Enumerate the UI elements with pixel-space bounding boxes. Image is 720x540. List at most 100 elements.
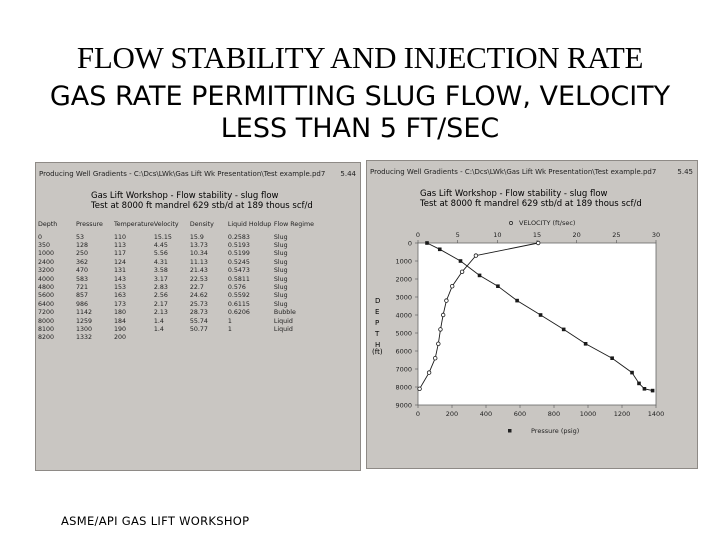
pressure-point [515, 298, 519, 303]
x-tick-label: 0 [416, 410, 420, 418]
table-cell: 21.43 [189, 267, 208, 275]
table-cell: 7200 [38, 309, 55, 317]
table-cell: Slug [273, 242, 288, 250]
table-cell: 470 [76, 267, 89, 275]
table-cell [274, 334, 314, 342]
series-line-pressure [426, 242, 653, 392]
footer-text: ASME/API GAS LIFT WORKSHOP [61, 514, 250, 528]
window-title: Producing Well Gradients - C:\Dcs\LWk\Ga… [370, 168, 657, 176]
page-number: 5.44 [340, 170, 356, 178]
table-cell: Slug [273, 275, 288, 283]
table-cell: 4.31 [153, 258, 168, 266]
y-axis-label-letter: T [375, 330, 380, 338]
table-cell: 0.5592 [227, 292, 250, 300]
table-cell: Slug [273, 300, 288, 308]
velocity-point [473, 253, 479, 258]
page-number: 5.45 [677, 168, 693, 176]
column-header: Density [189, 221, 214, 228]
table-row: 350 128 113 4.45 13.73 0.5193 Slug [38, 241, 314, 249]
table-row: 1000 250 117 5.56 10.34 0.5199 Slug [38, 250, 314, 258]
table-cell: 2400 [38, 258, 55, 266]
chart-test-line: Test at 8000 ft mandrel 629 stb/d at 189… [420, 199, 642, 209]
table-cell: 583 [76, 275, 89, 283]
table-cell: 0.5193 [227, 242, 250, 250]
y-tick-label: 3000 [395, 294, 412, 302]
velocity-point [449, 283, 455, 289]
y-axis-units: (ft) [372, 348, 383, 356]
table-cell: 0.5811 [227, 275, 250, 283]
top-tick-label: 20 [573, 231, 581, 239]
subtitle-line-1: GAS RATE PERMITTING SLUG FLOW, VELOCITY [49, 81, 671, 112]
table-cell: 8100 [38, 325, 55, 333]
table-cell: 131 [114, 267, 127, 275]
y-tick-label: 6000 [395, 348, 412, 356]
top-tick-label: 30 [652, 231, 660, 239]
top-tick-label: 10 [493, 231, 501, 239]
table-row: 6400 986 173 2.17 25.73 0.6115 Slug [38, 300, 314, 308]
table-cell: 53 [76, 233, 85, 241]
table-row: 8100 1300 190 1.4 50.77 1 Liquid [38, 325, 314, 333]
table-row: 2400 362 124 4.31 11.13 0.5245 Slug [38, 258, 314, 266]
pressure-point [650, 388, 655, 393]
table-cell: Liquid [273, 317, 293, 325]
table-cell: 128 [76, 242, 89, 250]
y-axis-label-letter: H [375, 341, 381, 349]
top-axis-label: VELOCITY (ft/sec) [519, 219, 575, 227]
table-cell: 24.62 [189, 292, 208, 300]
x-tick-label: 400 [480, 410, 492, 418]
velocity-point [444, 298, 449, 303]
top-tick-label: 25 [612, 231, 620, 239]
table-cell: Slug [273, 258, 288, 266]
table-cell: 1.4 [153, 325, 164, 333]
x-tick-label: 600 [514, 410, 526, 418]
table-row: 5600 857 163 2.56 24.62 0.5592 Slug [38, 292, 314, 300]
pressure-point [425, 241, 429, 245]
table-cell: 153 [114, 284, 127, 292]
table-cell: 0.6115 [227, 300, 250, 308]
bottom-axis-label: Pressure (psig) [531, 427, 579, 435]
table-cell: 0.2583 [227, 233, 250, 241]
table-cell: 1.4 [153, 317, 164, 325]
table-cell: 113 [114, 242, 127, 250]
y-axis-label-letter: P [375, 319, 380, 327]
legend-square-icon [508, 429, 512, 433]
window-title: Producing Well Gradients - C:\Dcs\LWk\Ga… [39, 170, 326, 178]
x-tick-label: 1200 [614, 410, 631, 418]
table-cell: 22.53 [189, 275, 208, 283]
table-cell [228, 334, 274, 342]
x-tick-label: 1000 [580, 410, 597, 418]
table-cell: 11.13 [189, 258, 208, 266]
table-cell: 15.15 [153, 233, 172, 241]
table-cell: 250 [76, 250, 89, 258]
table-cell: 10.34 [189, 250, 208, 258]
table-cell: Slug [273, 292, 288, 300]
table-cell: 2.13 [153, 309, 168, 317]
top-tick-label: 15 [533, 231, 541, 239]
table-cell: 350 [38, 242, 51, 250]
table-cell: 55.74 [189, 317, 208, 325]
pressure-point [583, 342, 588, 346]
table-cell: 1332 [76, 334, 93, 342]
velocity-point [459, 269, 465, 274]
table-row: 4800 721 153 2.83 22.7 0.576 Slug [38, 283, 314, 291]
table-cell: 22.7 [189, 284, 204, 292]
table-cell: Slug [273, 267, 288, 275]
table-cell: 0.5473 [227, 267, 250, 275]
gradient-table: Depth Pressure Temperature Velocity Density L… [38, 221, 314, 342]
pressure-point [538, 313, 543, 317]
table-cell: 173 [114, 300, 127, 308]
table-cell: 1 [227, 325, 232, 333]
table-cell [154, 334, 190, 342]
y-axis-label-letter: E [375, 308, 380, 316]
table-cell: 721 [76, 284, 89, 292]
table-cell: 200 [114, 334, 127, 342]
table-cell: 3.58 [153, 267, 168, 275]
y-tick-label: 1000 [395, 258, 412, 266]
y-tick-label: 8000 [395, 384, 412, 392]
table-cell: 117 [114, 250, 127, 258]
pressure-point [630, 370, 634, 375]
table-cell: 2.17 [153, 300, 168, 308]
table-cell: Bubble [273, 309, 296, 317]
table-cell: 8200 [38, 334, 55, 342]
table-cell: 0.5245 [227, 258, 250, 266]
